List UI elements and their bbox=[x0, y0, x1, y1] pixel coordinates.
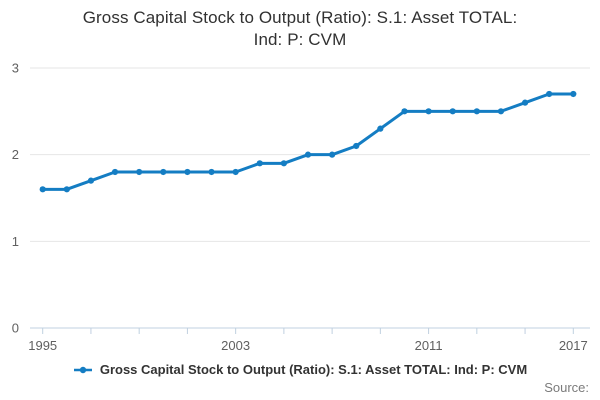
x-axis-label-2017: 2017 bbox=[559, 338, 588, 353]
x-axis-label-2011: 2011 bbox=[415, 338, 443, 353]
data-point-2009 bbox=[377, 125, 384, 132]
line-chart-plot-area: 0 1 2 3 1995 2003 2011 2017 bbox=[12, 60, 590, 353]
data-point-2006 bbox=[304, 151, 312, 158]
y-axis-label-0: 0 bbox=[12, 321, 19, 336]
data-point-2001 bbox=[184, 168, 191, 176]
data-series-line bbox=[41, 92, 575, 191]
x-axis-label-2003: 2003 bbox=[221, 338, 250, 353]
data-point-2008 bbox=[353, 142, 360, 150]
data-point-2000 bbox=[160, 168, 167, 176]
data-point-1999 bbox=[136, 168, 143, 176]
y-axis-label-2: 2 bbox=[12, 147, 19, 162]
data-point-1996 bbox=[63, 186, 70, 193]
source-label: Source: bbox=[544, 380, 589, 395]
data-point-2010 bbox=[401, 108, 408, 115]
legend-line-marker-icon bbox=[73, 366, 92, 373]
data-point-2003 bbox=[232, 168, 239, 176]
data-point-1997 bbox=[87, 177, 95, 184]
data-point-2011 bbox=[425, 108, 432, 115]
legend-item[interactable]: Gross Capital Stock to Output (Ratio): S… bbox=[0, 362, 600, 377]
data-point-1995 bbox=[39, 186, 46, 193]
y-axis-label-1: 1 bbox=[12, 234, 19, 249]
chart-title-line2: Ind: P: CVM bbox=[253, 30, 347, 49]
data-point-2012 bbox=[449, 108, 456, 115]
x-axis-label-1995: 1995 bbox=[28, 338, 57, 353]
data-point-2005 bbox=[280, 160, 287, 167]
data-point-2002 bbox=[208, 168, 215, 176]
data-point-2014 bbox=[497, 108, 505, 115]
data-point-2015 bbox=[521, 99, 529, 106]
y-axis-label-3: 3 bbox=[12, 60, 19, 75]
data-point-2013 bbox=[473, 108, 480, 115]
data-point-1998 bbox=[111, 168, 119, 176]
data-point-2007 bbox=[329, 151, 336, 158]
chart-title: Gross Capital Stock to Output (Ratio): S… bbox=[0, 7, 600, 51]
data-point-2016 bbox=[546, 90, 553, 98]
data-point-2004 bbox=[256, 160, 263, 167]
legend-label: Gross Capital Stock to Output (Ratio): S… bbox=[99, 362, 528, 377]
chart-title-line1: Gross Capital Stock to Output (Ratio): S… bbox=[82, 8, 518, 27]
data-point-2017 bbox=[570, 90, 577, 98]
